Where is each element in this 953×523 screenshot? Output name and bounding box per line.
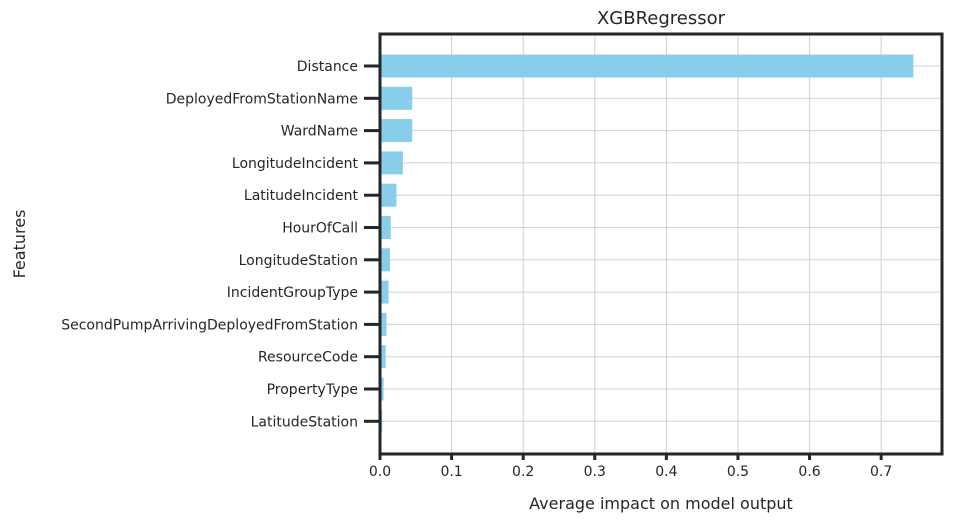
y-tick-label: DeployedFromStationName xyxy=(166,91,358,107)
x-axis-label: Average impact on model output xyxy=(529,494,793,513)
y-tick-label: LatitudeStation xyxy=(251,414,358,430)
chart-title: XGBRegressor xyxy=(597,8,726,29)
y-axis-label: Features xyxy=(10,210,29,279)
plot-frame xyxy=(378,32,944,456)
y-axis-ticks: Distance DeployedFromStationName WardName L… xyxy=(61,59,380,430)
bar xyxy=(380,312,387,336)
x-tick-label: 0.7 xyxy=(870,464,892,480)
y-tick-label: PropertyType xyxy=(267,382,358,398)
y-tick-label: WardName xyxy=(281,124,358,140)
y-tick-label: LongitudeIncident xyxy=(232,156,359,172)
bars xyxy=(380,54,914,433)
bar xyxy=(380,183,397,207)
x-tick-label: 0.0 xyxy=(369,464,391,480)
x-tick-label: 0.3 xyxy=(584,464,606,480)
bar xyxy=(380,54,914,78)
bar xyxy=(380,151,403,175)
y-tick-label: ResourceCode xyxy=(258,350,358,366)
x-tick-label: 0.1 xyxy=(440,464,462,480)
x-tick-label: 0.2 xyxy=(512,464,534,480)
y-tick-label: LatitudeIncident xyxy=(244,188,359,204)
x-tick-label: 0.4 xyxy=(655,464,677,480)
bar xyxy=(380,216,391,239)
grid-lines xyxy=(380,34,942,454)
x-tick-label: 0.5 xyxy=(727,464,749,480)
bar xyxy=(380,86,413,110)
y-tick-label: Distance xyxy=(297,59,358,75)
y-tick-label: LongitudeStation xyxy=(239,253,358,269)
y-tick-label: SecondPumpArrivingDeployedFromStation xyxy=(61,317,358,333)
y-tick-label: HourOfCall xyxy=(282,221,358,237)
x-axis-ticks: 0.0 0.1 0.2 0.3 0.4 0.5 0.6 0.7 xyxy=(369,454,892,480)
bar xyxy=(380,280,389,304)
bar xyxy=(380,119,413,143)
bar xyxy=(380,377,384,401)
bar xyxy=(380,248,391,272)
bar xyxy=(380,345,386,369)
x-tick-label: 0.6 xyxy=(798,464,820,480)
y-tick-label: IncidentGroupType xyxy=(227,285,358,301)
